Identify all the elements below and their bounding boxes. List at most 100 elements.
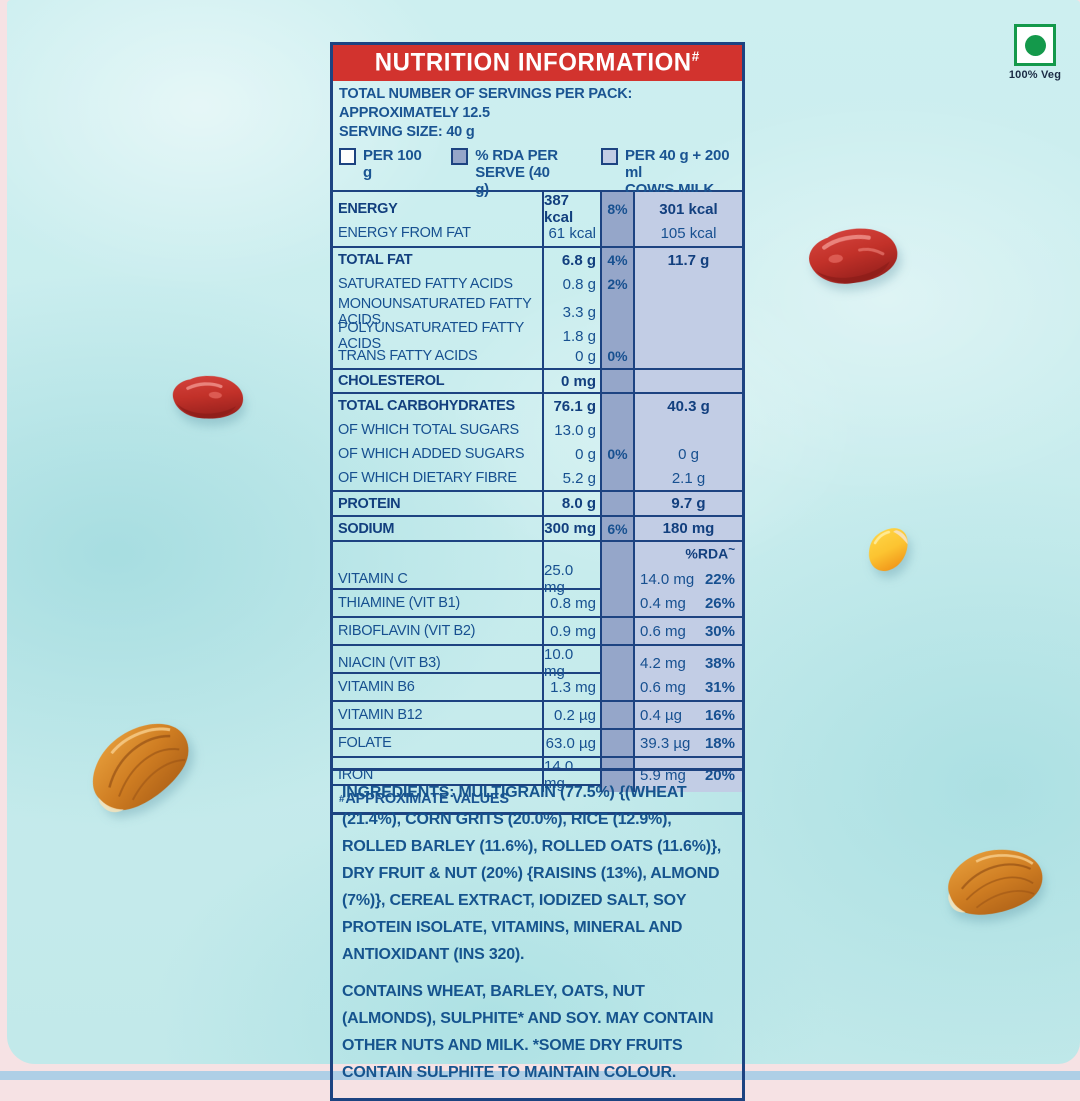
row-value-rda: [602, 542, 635, 562]
row-value-rda: 0%: [602, 344, 635, 368]
row-value-per100g: 0.8 g: [544, 272, 602, 296]
row-value-rda: [602, 590, 635, 616]
servings-per-pack: TOTAL NUMBER OF SERVINGS PER PACK: APPRO…: [339, 86, 633, 121]
serving-size: SERVING SIZE: 40 g: [339, 124, 475, 140]
row-value-rda: 0%: [602, 442, 635, 466]
row-value-rda: 4%: [602, 248, 635, 272]
row-label: ENERGY FROM FAT: [333, 220, 544, 246]
table-row-folate: FOLATE 63.0 µg 39.3 µg 18%: [333, 730, 742, 758]
table-row-thiamine: THIAMINE (VIT B1) 0.8 mg 0.4 mg 26%: [333, 590, 742, 618]
row-value-rda: [602, 758, 635, 792]
row-value-rda: [602, 702, 635, 728]
column-legend: PER 100 g % RDA PER SERVE (40 g) PER 40 …: [333, 144, 742, 198]
row-label: MONOUNSATURATED FATTY ACIDS: [333, 296, 544, 328]
row-value-rda: [602, 618, 635, 644]
row-label: SODIUM: [333, 517, 544, 540]
row-value-per100g: 76.1 g: [544, 394, 602, 418]
row-value-per100g: 387 kcal: [544, 192, 602, 226]
table-row-vitamin-b12: VITAMIN B12 0.2 µg 0.4 µg 16%: [333, 702, 742, 730]
veg-square-icon: [1014, 24, 1056, 66]
swatch-rda-icon: [451, 148, 469, 165]
table-row-energy-from-fat: ENERGY FROM FAT 61 kcal 105 kcal: [333, 220, 742, 248]
servings-info: TOTAL NUMBER OF SERVINGS PER PACK: APPRO…: [333, 81, 742, 144]
row-label: THIAMINE (VIT B1): [333, 590, 544, 616]
row-value-rda: [602, 220, 635, 246]
row-value-rda: [602, 466, 635, 490]
row-label: TOTAL FAT: [333, 248, 544, 272]
title-bar: NUTRITION INFORMATION#: [333, 45, 742, 81]
row-label: VITAMIN B6: [333, 674, 544, 700]
corn-kernel-icon: [860, 522, 919, 578]
row-label: POLYUNSATURATED FATTY ACIDS: [333, 320, 544, 352]
row-value-per100g: 0.2 µg: [544, 702, 602, 728]
row-value-milk: [635, 418, 742, 442]
table-row-total-sugars: OF WHICH TOTAL SUGARS 13.0 g: [333, 418, 742, 442]
table-row-added-sugars: OF WHICH ADDED SUGARS 0 g 0% 0 g: [333, 442, 742, 466]
row-value-per100g: 63.0 µg: [544, 730, 602, 756]
row-value-milk: 105 kcal: [635, 220, 742, 246]
allergen-paragraph: CONTAINS WHEAT, BARLEY, OATS, NUT (ALMON…: [342, 983, 714, 1081]
row-value-per100g: 300 mg: [544, 517, 602, 540]
table-row-riboflavin: RIBOFLAVIN (VIT B2) 0.9 mg 0.6 mg 30%: [333, 618, 742, 646]
row-label: FOLATE: [333, 730, 544, 756]
table-row-sodium: SODIUM 300 mg 6% 180 mg: [333, 517, 742, 542]
nutrition-table-body: ENERGY 387 kcal 8% 301 kcal ENERGY FROM …: [333, 190, 742, 812]
veg-label: 100% Veg: [1008, 69, 1062, 81]
almond-icon: [69, 699, 213, 831]
row-value-milk: 40.3 g: [635, 394, 742, 418]
ingredients-box: INGREDIENTS: MULTIGRAIN (77.5%) {(WHEAT …: [330, 768, 745, 1101]
row-value-per100g: 5.2 g: [544, 466, 602, 490]
table-row-iron: IRON 14.0 mg 5.9 mg 20%: [333, 758, 742, 792]
page-title: NUTRITION INFORMATION#: [374, 48, 700, 77]
row-label: OF WHICH DIETARY FIBRE: [333, 466, 544, 490]
row-label: RIBOFLAVIN (VIT B2): [333, 618, 544, 644]
row-label: TRANS FATTY ACIDS: [333, 344, 544, 368]
table-row-total-carbohydrates: TOTAL CARBOHYDRATES 76.1 g 40.3 g: [333, 394, 742, 418]
row-value-rda: [602, 730, 635, 756]
row-value-milk: 39.3 µg 18%: [635, 730, 742, 756]
table-row-vitamin-b6: VITAMIN B6 1.3 mg 0.6 mg 31%: [333, 674, 742, 702]
row-value-rda: 6%: [602, 517, 635, 540]
row-value-per100g: 1.3 mg: [544, 674, 602, 700]
row-value-milk: 0.4 mg 26%: [635, 590, 742, 616]
row-value-milk: 0 g: [635, 442, 742, 466]
row-label: TOTAL CARBOHYDRATES: [333, 394, 544, 418]
ingredients-paragraph: INGREDIENTS: MULTIGRAIN (77.5%) {(WHEAT …: [342, 784, 722, 963]
row-value-per100g: 61 kcal: [544, 220, 602, 246]
row-value-per100g: 1.8 g: [544, 320, 602, 352]
table-row-niacin: NIACIN (VIT B3) 10.0 mg 4.2 mg 38%: [333, 646, 742, 680]
package-bottom-edge: [0, 1071, 1080, 1080]
row-value-per100g: 8.0 g: [544, 492, 602, 515]
cranberry-icon: [797, 217, 908, 295]
row-value-milk: 0.6 mg 30%: [635, 618, 742, 644]
row-label: CHOLESTEROL: [333, 370, 544, 392]
row-value-rda: [602, 492, 635, 515]
nutrition-table: NUTRITION INFORMATION# TOTAL NUMBER OF S…: [330, 42, 745, 815]
row-label: VITAMIN B12: [333, 702, 544, 728]
table-row-trans-fat: TRANS FATTY ACIDS 0 g 0%: [333, 344, 742, 370]
legend-per-100g: PER 100 g: [339, 147, 429, 181]
row-value-per100g: 25.0 mg: [544, 562, 602, 596]
row-value-rda: [602, 418, 635, 442]
row-value-per100g: 0 g: [544, 344, 602, 368]
row-value-per100g: 0 mg: [544, 370, 602, 392]
legend-with-milk: PER 40 g + 200 ml COW'S MILK: [600, 147, 742, 198]
row-value-milk: 2.1 g: [635, 466, 742, 490]
row-value-rda: [602, 370, 635, 392]
veg-dot-icon: [1024, 34, 1046, 56]
row-value-per100g: 3.3 g: [544, 296, 602, 328]
swatch-milk-icon: [600, 148, 618, 165]
veg-mark: 100% Veg: [998, 24, 1072, 81]
row-label: VITAMIN C: [333, 562, 544, 596]
row-value-milk: [635, 344, 742, 368]
row-label: SATURATED FATTY ACIDS: [333, 272, 544, 296]
row-label: OF WHICH TOTAL SUGARS: [333, 418, 544, 442]
row-value-milk: 180 mg: [635, 517, 742, 540]
row-value-rda: 2%: [602, 272, 635, 296]
row-label: NIACIN (VIT B3): [333, 646, 544, 680]
row-value-per100g: 10.0 mg: [544, 646, 602, 680]
row-value-milk: [635, 370, 742, 392]
row-value-milk: 9.7 g: [635, 492, 742, 515]
almond-icon: [935, 836, 1057, 928]
row-value-milk: [635, 272, 742, 296]
